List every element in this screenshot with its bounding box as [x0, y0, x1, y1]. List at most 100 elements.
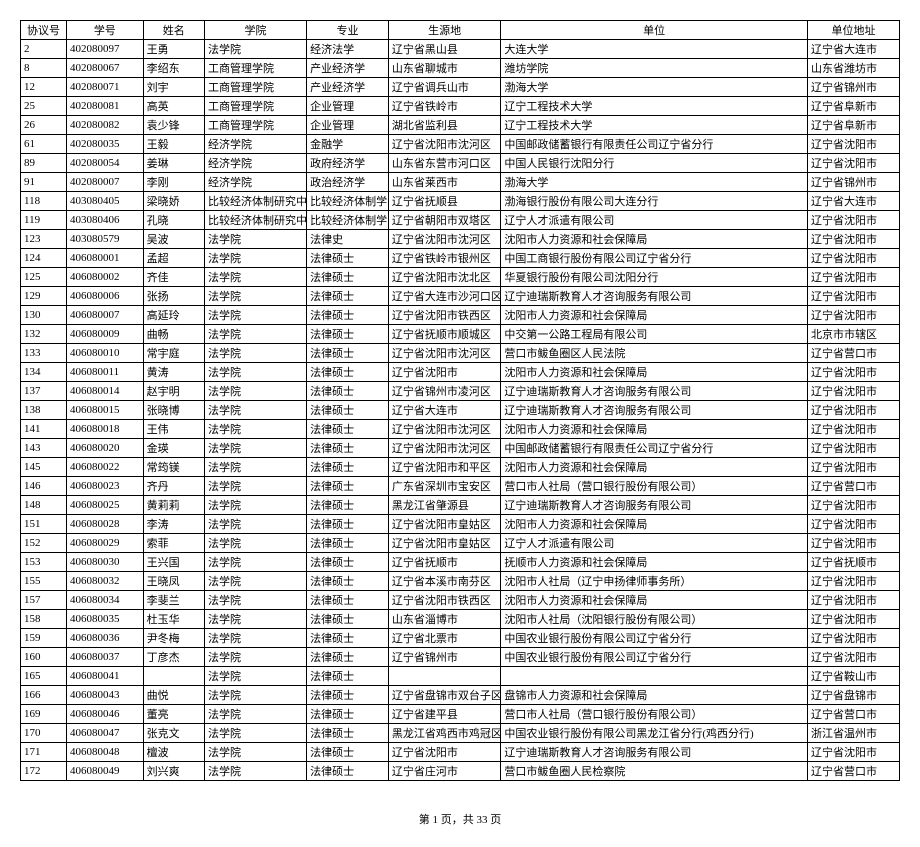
cell: 170: [21, 724, 67, 743]
cell: 中国工商银行股份有限公司辽宁省分行: [501, 249, 808, 268]
cell: 403080406: [66, 211, 143, 230]
cell: 企业管理: [307, 116, 389, 135]
cell: 406080036: [66, 629, 143, 648]
cell: 华夏银行股份有限公司沈阳分行: [501, 268, 808, 287]
cell: 梁晓娇: [143, 192, 204, 211]
cell: 山东省淄博市: [388, 610, 500, 629]
cell: 辽宁省大连市沙河口区: [388, 287, 500, 306]
cell: 402080081: [66, 97, 143, 116]
table-row: 137406080014赵宇明法学院法律硕士辽宁省锦州市凌河区辽宁迪瑞斯教育人才…: [21, 382, 900, 401]
cell: 张晓博: [143, 401, 204, 420]
cell: 辽宁迪瑞斯教育人才咨询服务有限公司: [501, 287, 808, 306]
table-row: 133406080010常宇庭法学院法律硕士辽宁省沈阳市沈河区营口市鲅鱼圈区人民…: [21, 344, 900, 363]
cell: 辽宁省锦州市: [807, 173, 899, 192]
cell: 406080041: [66, 667, 143, 686]
cell: 法学院: [204, 382, 306, 401]
cell: 138: [21, 401, 67, 420]
cell: 营口市人社局（营口银行股份有限公司）: [501, 705, 808, 724]
cell: 法学院: [204, 344, 306, 363]
cell: 406080011: [66, 363, 143, 382]
col-header-3: 学院: [204, 21, 306, 40]
cell: 法学院: [204, 439, 306, 458]
cell: 盘锦市人力资源和社会保障局: [501, 686, 808, 705]
cell: 法律硕士: [307, 705, 389, 724]
cell: 134: [21, 363, 67, 382]
cell: 王晓凤: [143, 572, 204, 591]
table-row: 129406080006张扬法学院法律硕士辽宁省大连市沙河口区辽宁迪瑞斯教育人才…: [21, 287, 900, 306]
table-row: 123403080579吴波法学院法律史辽宁省沈阳市沈河区沈阳市人力资源和社会保…: [21, 230, 900, 249]
cell: 辽宁省朝阳市双塔区: [388, 211, 500, 230]
cell: 406080014: [66, 382, 143, 401]
cell: 辽宁省沈阳市沈北区: [388, 268, 500, 287]
cell: 法学院: [204, 420, 306, 439]
cell: 山东省莱西市: [388, 173, 500, 192]
table-row: 143406080020金瑛法学院法律硕士辽宁省沈阳市沈河区中国邮政储蓄银行有限…: [21, 439, 900, 458]
cell: 法学院: [204, 572, 306, 591]
cell: 26: [21, 116, 67, 135]
cell: 赵宇明: [143, 382, 204, 401]
cell: 406080029: [66, 534, 143, 553]
table-header: 协议号学号姓名学院专业生源地单位单位地址: [21, 21, 900, 40]
cell: 171: [21, 743, 67, 762]
table-row: 153406080030王兴国法学院法律硕士辽宁省抚顺市抚顺市人力资源和社会保障…: [21, 553, 900, 572]
cell: 索菲: [143, 534, 204, 553]
cell: 辽宁省铁岭市: [388, 97, 500, 116]
cell: 辽宁省沈阳市: [807, 211, 899, 230]
cell: 辽宁省阜新市: [807, 97, 899, 116]
cell: 辽宁省沈阳市铁西区: [388, 591, 500, 610]
cell: 法律硕士: [307, 667, 389, 686]
cell: 营口市鲅鱼圈区人民法院: [501, 344, 808, 363]
cell: 王兴国: [143, 553, 204, 572]
cell: 406080020: [66, 439, 143, 458]
cell: 金融学: [307, 135, 389, 154]
table-row: 160406080037丁彦杰法学院法律硕士辽宁省锦州市中国农业银行股份有限公司…: [21, 648, 900, 667]
cell: 124: [21, 249, 67, 268]
cell: 辽宁工程技术大学: [501, 97, 808, 116]
cell: 湖北省监利县: [388, 116, 500, 135]
data-table: 协议号学号姓名学院专业生源地单位单位地址 2402080097王勇法学院经济法学…: [20, 20, 900, 781]
cell: 辽宁省沈阳市: [807, 534, 899, 553]
cell: 曲悦: [143, 686, 204, 705]
cell: 中交第一公路工程局有限公司: [501, 325, 808, 344]
cell: 辽宁省沈阳市: [807, 154, 899, 173]
cell: 营口市鲅鱼圈人民检察院: [501, 762, 808, 781]
table-row: 118403080405梁晓娇比较经济体制研究中心比较经济体制学辽宁省抚顺县渤海…: [21, 192, 900, 211]
cell: 152: [21, 534, 67, 553]
cell: 沈阳市人力资源和社会保障局: [501, 306, 808, 325]
cell: 406080047: [66, 724, 143, 743]
cell: 137: [21, 382, 67, 401]
cell: 中国人民银行沈阳分行: [501, 154, 808, 173]
cell: 辽宁省沈阳市: [807, 401, 899, 420]
cell: 155: [21, 572, 67, 591]
cell: 129: [21, 287, 67, 306]
cell: 153: [21, 553, 67, 572]
table-row: 125406080002齐佳法学院法律硕士辽宁省沈阳市沈北区华夏银行股份有限公司…: [21, 268, 900, 287]
cell: 辽宁迪瑞斯教育人才咨询服务有限公司: [501, 496, 808, 515]
cell: 法学院: [204, 325, 306, 344]
cell: 辽宁省锦州市: [807, 78, 899, 97]
cell: 经济学院: [204, 135, 306, 154]
cell: 辽宁省沈阳市: [807, 629, 899, 648]
table-row: 119403080406孔晓比较经济体制研究中心比较经济体制学辽宁省朝阳市双塔区…: [21, 211, 900, 230]
cell: 402080097: [66, 40, 143, 59]
cell: 法律硕士: [307, 610, 389, 629]
cell: 法律硕士: [307, 249, 389, 268]
cell: 沈阳市人力资源和社会保障局: [501, 230, 808, 249]
table-row: 132406080009曲畅法学院法律硕士辽宁省抚顺市顺城区中交第一公路工程局有…: [21, 325, 900, 344]
cell: 133: [21, 344, 67, 363]
cell: 406080032: [66, 572, 143, 591]
table-row: 138406080015张晓博法学院法律硕士辽宁省大连市辽宁迪瑞斯教育人才咨询服…: [21, 401, 900, 420]
cell: 辽宁省大连市: [807, 192, 899, 211]
cell: 檀波: [143, 743, 204, 762]
cell: 151: [21, 515, 67, 534]
table-row: 89402080054姜琳经济学院政府经济学山东省东营市河口区中国人民银行沈阳分…: [21, 154, 900, 173]
cell: 辽宁省营口市: [807, 344, 899, 363]
cell: 渤海大学: [501, 173, 808, 192]
cell: 辽宁省沈阳市: [807, 382, 899, 401]
cell: 403080405: [66, 192, 143, 211]
col-header-6: 单位: [501, 21, 808, 40]
cell: 李涛: [143, 515, 204, 534]
cell: 61: [21, 135, 67, 154]
cell: 403080579: [66, 230, 143, 249]
cell: 法律硕士: [307, 553, 389, 572]
